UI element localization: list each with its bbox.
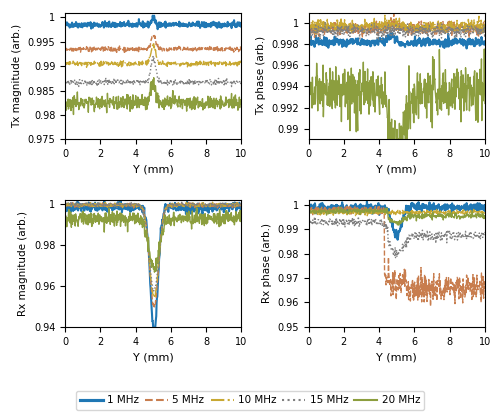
Y-axis label: Tx phase (arb.): Tx phase (arb.) — [256, 36, 266, 116]
X-axis label: Y (mm): Y (mm) — [133, 165, 173, 175]
Legend: 1 MHz, 5 MHz, 10 MHz, 15 MHz, 20 MHz: 1 MHz, 5 MHz, 10 MHz, 15 MHz, 20 MHz — [76, 391, 424, 410]
X-axis label: Y (mm): Y (mm) — [376, 352, 417, 362]
Y-axis label: Rx magnitude (arb.): Rx magnitude (arb.) — [18, 211, 28, 316]
X-axis label: Y (mm): Y (mm) — [133, 352, 173, 362]
Y-axis label: Tx magnitude (arb.): Tx magnitude (arb.) — [12, 24, 22, 128]
Y-axis label: Rx phase (arb.): Rx phase (arb.) — [262, 223, 272, 303]
X-axis label: Y (mm): Y (mm) — [376, 165, 417, 175]
